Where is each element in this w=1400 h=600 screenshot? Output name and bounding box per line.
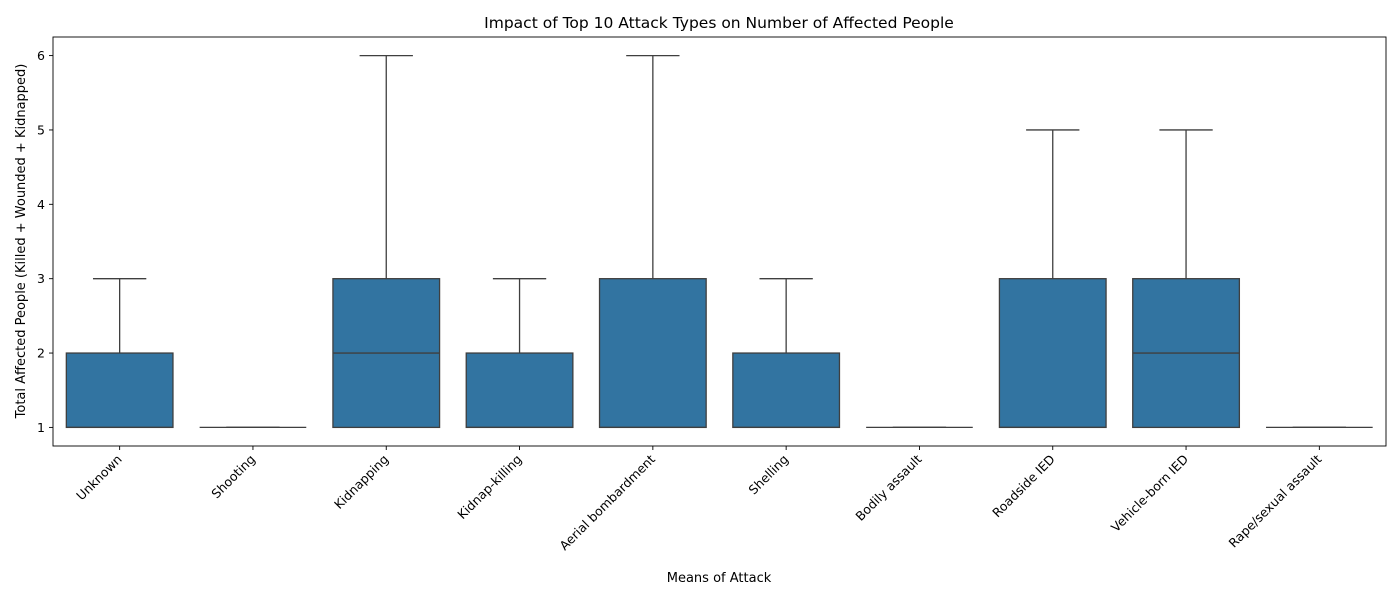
iqr-box [465,352,574,429]
box-4 [465,278,574,429]
box-8 [998,129,1107,429]
box-9 [1132,129,1241,429]
y-tick-label: 4 [37,197,45,212]
y-axis-label: Total Affected People (Killed + Wounded … [14,64,29,420]
x-tick-label: Roadside IED [989,452,1058,521]
x-tick-label: Shelling [745,452,791,498]
y-tick-label: 6 [37,48,45,63]
y-tick-label: 5 [37,122,45,137]
x-tick-label: Aerial bombardment [556,451,658,553]
x-tick-label: Bodily assault [852,451,924,523]
x-tick-label: Kidnap-killing [454,452,524,522]
iqr-box [732,352,841,429]
y-axis: 1 2 3 4 5 6 [37,48,53,435]
box-6 [732,278,841,429]
x-tick-label: Vehicle-born IED [1108,452,1191,535]
plot-area [65,54,1373,429]
y-tick-label: 1 [37,420,45,435]
iqr-box [65,352,174,429]
y-tick-label: 3 [37,271,45,286]
box-1 [65,278,174,429]
box-3 [332,54,441,429]
y-tick-label: 2 [37,346,45,361]
x-tick-label: Shooting [208,452,258,502]
plot-frame [52,36,1387,447]
x-axis: Unknown Shooting Kidnapping Kidnap-killing A… [73,446,1325,553]
x-tick-label: Kidnapping [331,452,391,512]
x-axis-label: Means of Attack [667,571,772,586]
iqr-box [998,278,1107,429]
x-tick-label: Unknown [73,452,125,504]
chart-title: Impact of Top 10 Attack Types on Number … [484,14,954,32]
iqr-box [598,278,707,429]
box-5 [598,54,707,429]
x-tick-label: Rape/sexual assault [1225,451,1324,550]
